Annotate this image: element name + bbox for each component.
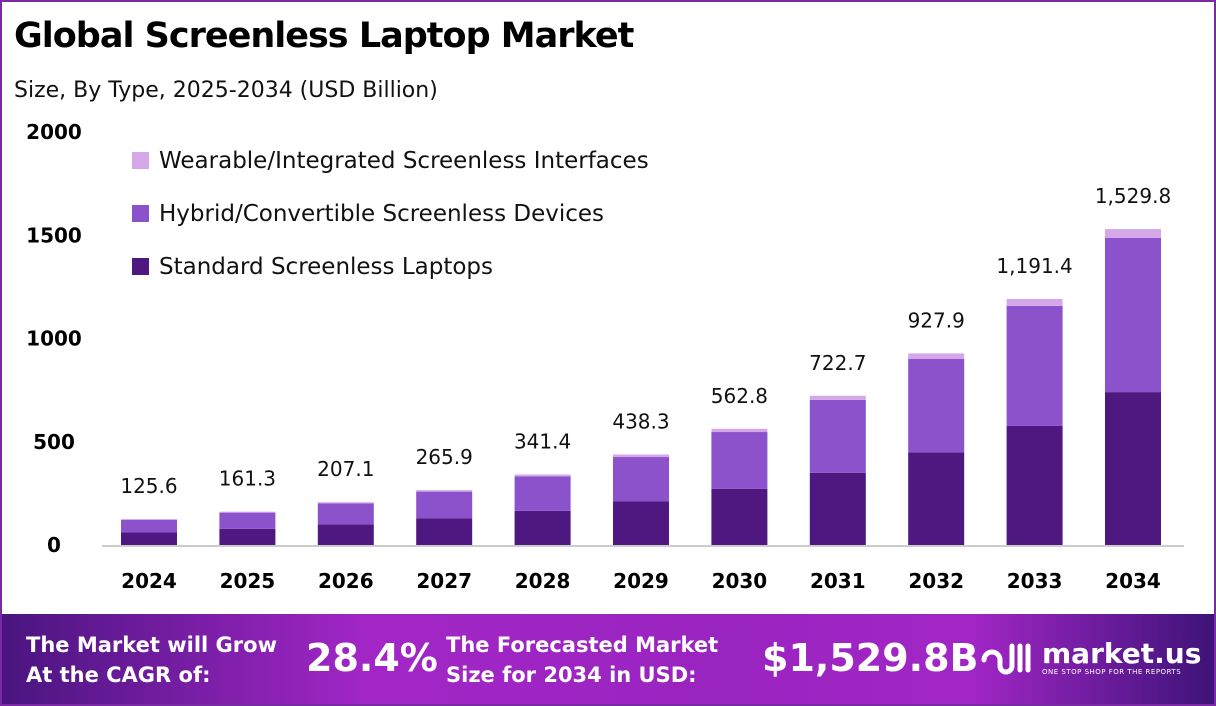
legend-swatch	[132, 258, 149, 275]
chart-subtitle: Size, By Type, 2025-2034 (USD Billion)	[14, 78, 438, 103]
legend-item-wearable: Wearable/Integrated Screenless Interface…	[132, 134, 649, 187]
bar-segment	[1006, 298, 1063, 306]
footer-banner: The Market will Grow At the CAGR of: 28.4…	[2, 614, 1214, 704]
y-tick-label: 0	[47, 533, 61, 557]
x-tick-label: 2032	[908, 569, 964, 593]
market-us-logo-icon	[981, 643, 1031, 675]
x-tick-label: 2028	[515, 569, 571, 593]
bar-segment	[711, 488, 768, 545]
bar-segment	[1105, 237, 1161, 393]
legend-item-standard: Standard Screenless Laptops	[132, 240, 649, 293]
bar-segment	[121, 532, 177, 545]
bar-total-label: 161.3	[219, 467, 276, 491]
bar-segment	[613, 501, 669, 545]
legend: Wearable/Integrated Screenless Interface…	[132, 134, 649, 293]
legend-label: Wearable/Integrated Screenless Interface…	[159, 147, 649, 174]
legend-label: Hybrid/Convertible Screenless Devices	[159, 200, 605, 227]
bar-chart: 0 500 1000 1500 2000 125.6 2024 161.3 2025 207.1 2…	[26, 120, 1184, 593]
bar-segment	[908, 353, 965, 359]
market-us-logo: market.us ONE STOP SHOP FOR THE REPORTS	[978, 638, 1201, 678]
legend-swatch	[132, 205, 149, 222]
cagr-label-line: The Market will Grow	[26, 633, 277, 657]
logo-name: market.us	[1042, 637, 1202, 670]
chart-title: Global Screenless Laptop Market	[14, 16, 634, 56]
bar-total-label: 265.9	[416, 445, 473, 469]
bar-segment	[416, 518, 473, 545]
bar-segment	[908, 452, 965, 545]
bar-segment	[317, 503, 374, 525]
bar-total-label: 722.7	[809, 351, 866, 375]
bar-segment	[514, 510, 571, 545]
bar-total-label: 125.6	[120, 474, 177, 498]
bar-segment	[711, 432, 768, 489]
legend-swatch	[132, 152, 149, 169]
bar-segment	[219, 528, 276, 545]
bar-segment	[613, 457, 669, 502]
bar-segment	[809, 472, 866, 545]
bar-segment	[317, 524, 374, 545]
y-tick-label: 1000	[26, 327, 82, 351]
bar-segment	[711, 428, 768, 433]
cagr-label-line: At the CAGR of:	[26, 663, 211, 687]
bar-total-label: 207.1	[317, 457, 374, 481]
bar-segment	[219, 512, 276, 529]
x-tick-label: 2033	[1007, 569, 1063, 593]
forecast-label-line: Size for 2034 in USD:	[446, 663, 697, 687]
bar-total-label: 927.9	[908, 308, 965, 332]
bar-total-label: 438.3	[612, 409, 669, 433]
bar-segment	[613, 454, 669, 458]
x-tick-label: 2026	[318, 569, 374, 593]
bar-total-label: 1,191.4	[996, 254, 1072, 278]
logo-tagline: ONE STOP SHOP FOR THE REPORTS	[1042, 668, 1182, 676]
bar-segment	[121, 519, 177, 520]
x-tick-label: 2027	[416, 569, 472, 593]
bar-segment	[1006, 425, 1063, 545]
bar-segment	[809, 399, 866, 473]
bar-segment	[908, 358, 965, 453]
legend-label: Standard Screenless Laptops	[159, 253, 494, 280]
bar-segment	[514, 474, 571, 477]
bar-segment	[121, 519, 177, 533]
cagr-value: 28.4%	[306, 636, 438, 680]
forecast-label-line: The Forecasted Market	[446, 633, 719, 657]
bar-segment	[1006, 305, 1063, 426]
x-tick-label: 2029	[613, 569, 669, 593]
x-tick-label: 2031	[810, 569, 866, 593]
x-tick-label: 2030	[712, 569, 768, 593]
forecast-value: $1,529.8B	[762, 636, 979, 680]
bar-total-label: 1,529.8	[1095, 184, 1171, 208]
forecast-label: The Forecasted Market Size for 2034 in US…	[446, 630, 718, 690]
bar-segment	[317, 502, 374, 504]
y-tick-label: 1500	[26, 223, 82, 247]
bar-segment	[809, 395, 866, 400]
bar-segment	[1105, 392, 1161, 545]
cagr-label: The Market will Grow At the CAGR of:	[26, 630, 277, 690]
bar-segment	[1105, 229, 1161, 238]
bar-segment	[416, 491, 473, 519]
y-tick-label: 2000	[26, 120, 82, 144]
bar-segment	[219, 511, 276, 513]
bar-segment	[514, 476, 571, 511]
legend-item-hybrid: Hybrid/Convertible Screenless Devices	[132, 187, 649, 240]
x-tick-label: 2025	[220, 569, 276, 593]
bar-total-label: 341.4	[514, 430, 571, 454]
y-tick-label: 500	[33, 430, 75, 454]
x-tick-label: 2024	[121, 569, 177, 593]
bar-segment	[416, 490, 473, 492]
x-tick-label: 2034	[1105, 569, 1161, 593]
bar-total-label: 562.8	[711, 384, 768, 408]
